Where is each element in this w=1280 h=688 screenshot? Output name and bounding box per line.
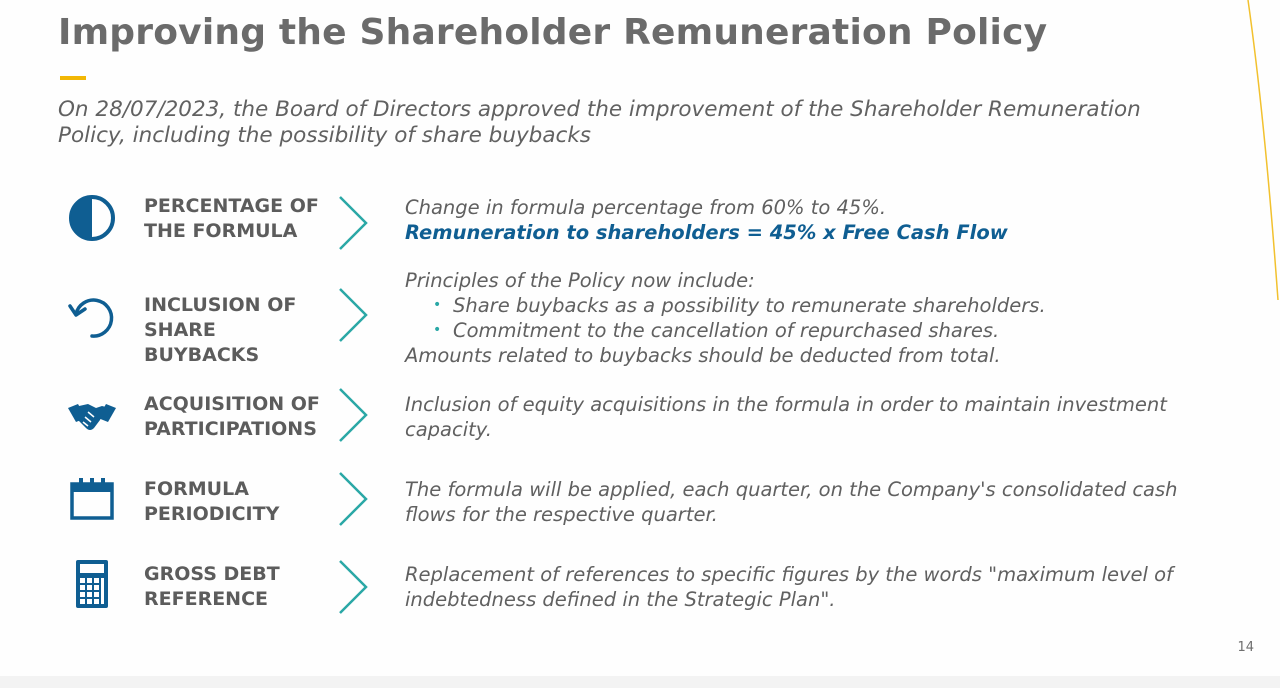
item-description: Principles of the Policy now include: • S… <box>405 268 1205 368</box>
handshake-icon <box>68 404 116 430</box>
item-description: Inclusion of equity acquisitions in the … <box>405 393 1167 441</box>
item-label: PERCENTAGE OF THE FORMULA <box>144 195 319 242</box>
item-description: Replacement of references to specific fi… <box>405 563 1173 611</box>
list-item: • Share buybacks as a possibility to remu… <box>433 294 1046 317</box>
chevron-right-icon <box>339 196 368 250</box>
page-title: Improving the Shareholder Remuneration P… <box>58 12 1048 53</box>
chevron-right-icon <box>339 472 368 526</box>
page-subtitle: On 28/07/2023, the Board of Directors ap… <box>58 97 1141 148</box>
page-number: 14 <box>1237 640 1254 655</box>
title-accent-bar <box>60 76 86 80</box>
item-description: The formula will be applied, each quarte… <box>405 478 1178 526</box>
item-description: Change in formula percentage from 60% to… <box>405 195 1205 245</box>
item-label: GROSS DEBT REFERENCE <box>144 563 280 610</box>
decorative-curve <box>1247 0 1279 300</box>
item-label: INCLUSION OF SHARE BUYBACKS <box>144 294 297 366</box>
chevron-right-icon <box>339 388 368 442</box>
item-label: FORMULA PERIODICITY <box>144 478 280 525</box>
list-item: • Commitment to the cancellation of repur… <box>433 319 1000 342</box>
bullet-dot-icon: • <box>433 297 442 313</box>
pie-half-icon <box>69 195 115 241</box>
item-label: ACQUISITION OF PARTICIPATIONS <box>144 393 320 440</box>
bullet-dot-icon: • <box>433 322 442 338</box>
undo-arrow-icon <box>68 298 114 338</box>
formula-highlight: Remuneration to shareholders = 45% x Fre… <box>405 221 1008 244</box>
bottom-strip <box>0 676 1280 688</box>
calculator-icon <box>76 560 108 608</box>
chevron-right-icon <box>339 288 368 342</box>
calendar-icon <box>70 478 114 520</box>
chevron-right-icon <box>339 560 368 614</box>
